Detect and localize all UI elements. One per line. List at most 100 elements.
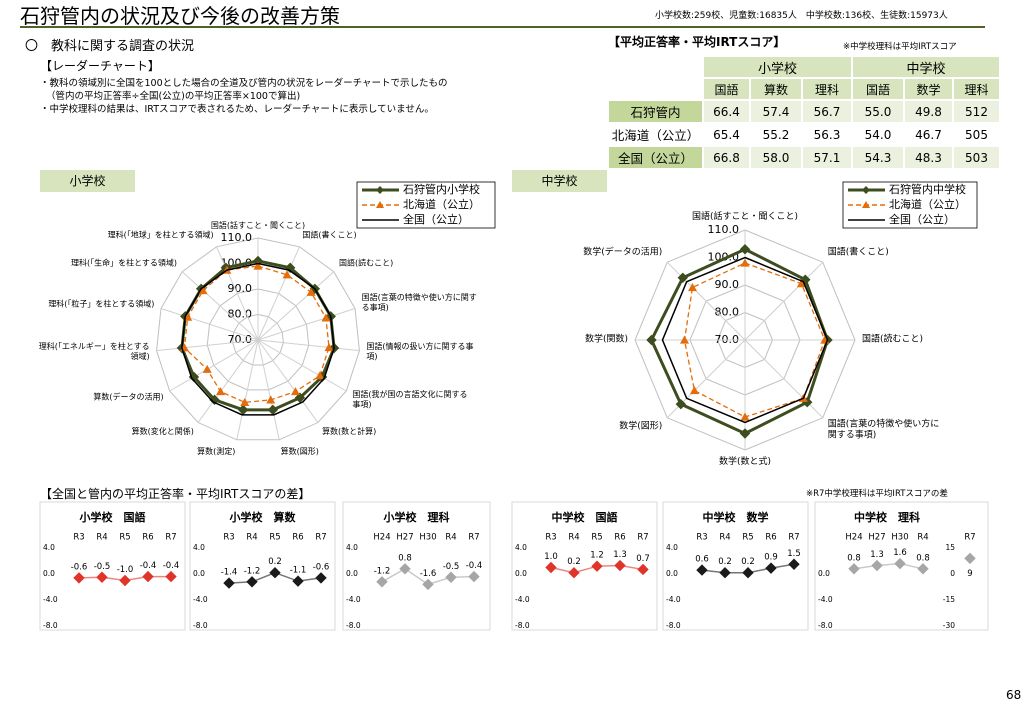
radar-spoke <box>156 339 259 352</box>
marker <box>848 563 860 575</box>
marker <box>696 564 708 576</box>
value-label: -0.6 <box>71 562 88 572</box>
marker <box>894 557 906 570</box>
marker <box>739 244 751 255</box>
marker <box>687 282 697 292</box>
radar-axis-label: 国語(書くこと) <box>302 230 357 240</box>
y-tick-label: 4.0 <box>666 543 678 552</box>
marker <box>568 566 580 579</box>
radar-axis-label: 国語(情報の扱い方に関する事項) <box>366 342 474 362</box>
x-tick-label: H27 <box>868 533 885 543</box>
table-cell: 54.0 <box>851 122 905 147</box>
radar-axis-label: 算数(数と計算) <box>322 427 377 437</box>
radar-spoke <box>257 339 319 423</box>
value-label: -1.2 <box>374 566 391 576</box>
legend-box <box>842 181 978 229</box>
legend-marker <box>862 186 870 194</box>
group-header: 中学校 <box>851 55 1001 79</box>
column-header: 国語 <box>702 77 751 101</box>
marker <box>119 574 131 587</box>
y-tick-label: -8.0 <box>818 621 833 630</box>
row-label: 石狩管内 <box>607 99 704 124</box>
table-cell: 66.4 <box>702 99 751 124</box>
r-tick-label: 80.0 <box>715 306 740 319</box>
legend-marker <box>376 186 384 194</box>
value-label: 1.2 <box>590 551 604 561</box>
y-tick-label: -8.0 <box>346 621 361 630</box>
marker <box>240 397 250 406</box>
note: ・教科の領域別に全国を100とした場合の全道及び管内の状況をレーダーチャートで示… <box>40 78 448 89</box>
y-tick-label: 4.0 <box>346 543 358 552</box>
x-tick-label: R4 <box>445 533 456 543</box>
value-label: -1.1 <box>290 566 307 576</box>
radar-axis-label: 数学(データの活用) <box>583 247 663 258</box>
x-tick-label: H27 <box>396 533 413 543</box>
value-label: -1.0 <box>117 565 134 575</box>
radar-axis-label: 国語(話すこと・聞くこと) <box>691 211 799 222</box>
y2-tick-label: 15 <box>945 543 955 552</box>
x-tick-label: R6 <box>142 533 153 543</box>
radar-spoke <box>744 261 824 341</box>
table-cell: 57.4 <box>749 99 803 124</box>
y-tick-label: 4.0 <box>43 543 55 552</box>
radar-axis-label: 理科(「粒子」を柱とする領域) <box>48 299 155 309</box>
table-title: 【平均正答率・平均IRTスコア】 <box>608 35 786 49</box>
table-row: 石狩管内 66.4 57.4 56.7 55.0 49.8 512 <box>607 99 1001 124</box>
radar-grid <box>206 288 310 391</box>
panel-title: 中学校 理科 <box>854 510 920 524</box>
x-tick-label: R7 <box>964 533 975 543</box>
x-tick-label: R3 <box>223 533 234 543</box>
row-label: 全国（公立） <box>607 145 704 170</box>
table-cell: 57.1 <box>801 145 853 170</box>
x-tick-label: H24 <box>845 533 862 543</box>
y-tick-label: -4.0 <box>666 595 681 604</box>
y-tick-label: -8.0 <box>515 621 530 630</box>
x-tick-label: R4 <box>917 533 928 543</box>
radar-spoke <box>257 271 335 341</box>
value-label: 1.6 <box>893 548 907 558</box>
y-tick-label: -4.0 <box>43 595 58 604</box>
table-cell: 66.8 <box>702 145 751 170</box>
table-note: ※中学校理科は平均IRTスコア <box>843 42 957 52</box>
x-tick-label: R4 <box>96 533 107 543</box>
value-label: -1.2 <box>244 566 261 576</box>
marker <box>964 552 976 565</box>
radar-spoke <box>236 339 259 440</box>
value-label: -1.4 <box>221 568 238 578</box>
legend-label: 全国（公立） <box>889 212 955 226</box>
radar-spoke <box>181 271 259 341</box>
marker <box>399 563 411 575</box>
table-cell: 56.7 <box>801 99 853 124</box>
value-label: -0.4 <box>466 561 483 571</box>
x-tick-label: H30 <box>419 533 436 543</box>
marker <box>545 561 557 574</box>
table-cell: 54.3 <box>851 145 905 170</box>
value-label: 0.9 <box>764 553 778 563</box>
radar-spoke <box>257 339 347 392</box>
radar-axis-label: 国語(言葉の特徴や使い方に関する事項) <box>827 419 940 441</box>
table-row: 北海道（公立） 65.4 55.2 56.3 54.0 46.7 505 <box>607 122 1001 147</box>
table-cell: 505 <box>952 122 1001 147</box>
panel-title: 中学校 国語 <box>552 510 618 524</box>
radar-axis-label: 国語(読むこと) <box>862 334 924 345</box>
x-tick-label: R6 <box>765 533 776 543</box>
radar-axis-label: 数学(数と式) <box>718 457 772 467</box>
radar-spoke <box>169 339 259 392</box>
x-tick-label: H24 <box>373 533 390 543</box>
y-tick-label: 0.0 <box>346 569 358 578</box>
value-label: -0.4 <box>163 561 180 571</box>
diff-heading: 【全国と管内の平均正答率・平均IRTスコアの差】 <box>40 487 311 501</box>
legend-label: 北海道（公立） <box>403 197 480 211</box>
marker <box>198 286 208 295</box>
value-label: 1.3 <box>870 550 884 560</box>
x-tick-label: R4 <box>719 533 730 543</box>
radar-axis-label: 算数(データの活用) <box>93 392 164 401</box>
value-label: 0.2 <box>567 557 581 567</box>
school-stats: 小学校数:259校、児童数:16835人 中学校数:136校、生徒数:15973… <box>655 11 948 21</box>
marker <box>646 334 657 346</box>
table-cell: 65.4 <box>702 122 751 147</box>
table-cell: 56.3 <box>801 122 853 147</box>
marker <box>292 575 304 587</box>
